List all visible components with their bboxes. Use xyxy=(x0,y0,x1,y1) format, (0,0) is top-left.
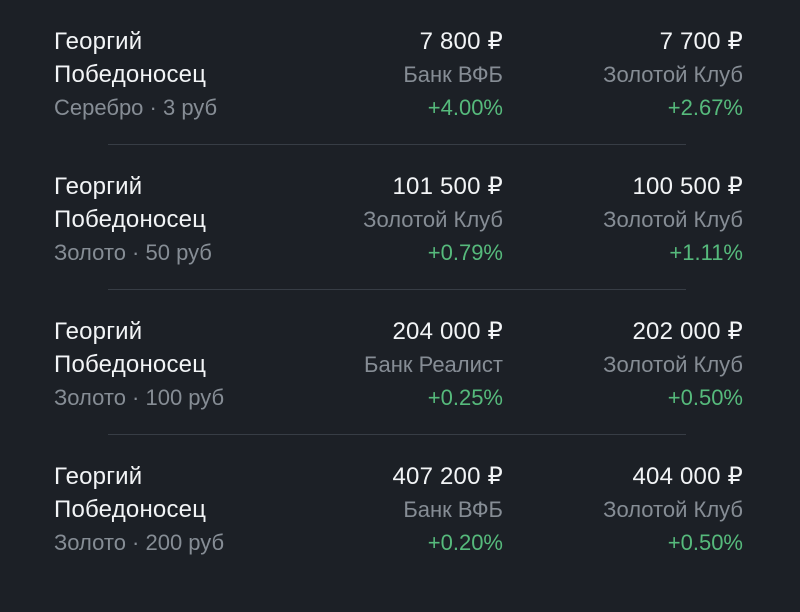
offer-secondary[interactable]: 100 500 ₽ Золотой Клуб +1.11% xyxy=(503,170,743,269)
coin-details: Серебро · 3 руб xyxy=(54,95,218,120)
offer-change: +4.00% xyxy=(427,95,503,120)
offer-price: 7 700 ₽ xyxy=(659,28,743,55)
coin-price-list: Георгий Победоносец Серебро · 3 руб 7 80… xyxy=(54,0,743,579)
offer-change: +0.50% xyxy=(667,530,743,555)
coin-details: Золото · 200 руб xyxy=(54,530,225,555)
offer-bank: Золотой Клуб xyxy=(363,207,503,232)
coin-name-line2: Победоносец xyxy=(54,206,207,233)
offer-change: +0.79% xyxy=(427,240,503,265)
offer-price: 101 500 ₽ xyxy=(392,173,503,200)
offer-bank: Золотой Клуб xyxy=(603,497,743,522)
coin-listing-row[interactable]: Георгий Победоносец Золото · 100 руб 204… xyxy=(54,290,743,434)
offer-price: 204 000 ₽ xyxy=(392,318,503,345)
coin-name-line2: Победоносец xyxy=(54,351,207,378)
offer-secondary[interactable]: 202 000 ₽ Золотой Клуб +0.50% xyxy=(503,315,743,414)
offer-bank: Золотой Клуб xyxy=(603,207,743,232)
coin-name-line1: Георгий xyxy=(54,463,143,490)
coin-info: Георгий Победоносец Золото · 200 руб xyxy=(54,460,279,559)
coin-name-line2: Победоносец xyxy=(54,61,207,88)
offer-primary[interactable]: 204 000 ₽ Банк Реалист +0.25% xyxy=(279,315,503,414)
offer-bank: Золотой Клуб xyxy=(603,62,743,87)
coin-listing-row[interactable]: Георгий Победоносец Золото · 200 руб 407… xyxy=(54,435,743,579)
offer-primary[interactable]: 407 200 ₽ Банк ВФБ +0.20% xyxy=(279,460,504,559)
coin-name-line1: Георгий xyxy=(54,28,143,55)
offer-primary[interactable]: 7 800 ₽ Банк ВФБ +4.00% xyxy=(279,25,503,124)
offer-change: +0.25% xyxy=(427,385,503,410)
offer-bank: Золотой Клуб xyxy=(603,352,743,377)
offer-change: +0.20% xyxy=(427,530,503,555)
offer-price: 407 200 ₽ xyxy=(392,463,503,490)
offer-bank: Банк Реалист xyxy=(364,352,503,377)
offer-price: 404 000 ₽ xyxy=(632,463,743,490)
offer-price: 202 000 ₽ xyxy=(632,318,743,345)
offer-bank: Банк ВФБ xyxy=(403,62,503,87)
coin-info: Георгий Победоносец Серебро · 3 руб xyxy=(54,25,279,124)
offer-price: 100 500 ₽ xyxy=(632,173,743,200)
coin-listing-row[interactable]: Георгий Победоносец Серебро · 3 руб 7 80… xyxy=(54,0,743,144)
offer-change: +0.50% xyxy=(667,385,743,410)
coin-details: Золото · 50 руб xyxy=(54,240,212,265)
coin-info: Георгий Победоносец Золото · 100 руб xyxy=(54,315,279,414)
offer-primary[interactable]: 101 500 ₽ Золотой Клуб +0.79% xyxy=(279,170,503,269)
row-divider xyxy=(108,289,686,290)
offer-secondary[interactable]: 404 000 ₽ Золотой Клуб +0.50% xyxy=(503,460,743,559)
row-divider xyxy=(108,144,686,145)
coin-name-line1: Георгий xyxy=(54,173,143,200)
coin-details: Золото · 100 руб xyxy=(54,385,225,410)
offer-price: 7 800 ₽ xyxy=(419,28,503,55)
offer-change: +2.67% xyxy=(667,95,743,120)
offer-change: +1.11% xyxy=(669,240,743,265)
row-divider xyxy=(108,434,686,435)
coin-name-line2: Победоносец xyxy=(54,496,207,523)
coin-listing-row[interactable]: Георгий Победоносец Золото · 50 руб 101 … xyxy=(54,145,743,289)
offer-bank: Банк ВФБ xyxy=(403,497,503,522)
coin-name-line1: Георгий xyxy=(54,318,143,345)
offer-secondary[interactable]: 7 700 ₽ Золотой Клуб +2.67% xyxy=(503,25,743,124)
coin-info: Георгий Победоносец Золото · 50 руб xyxy=(54,170,279,269)
